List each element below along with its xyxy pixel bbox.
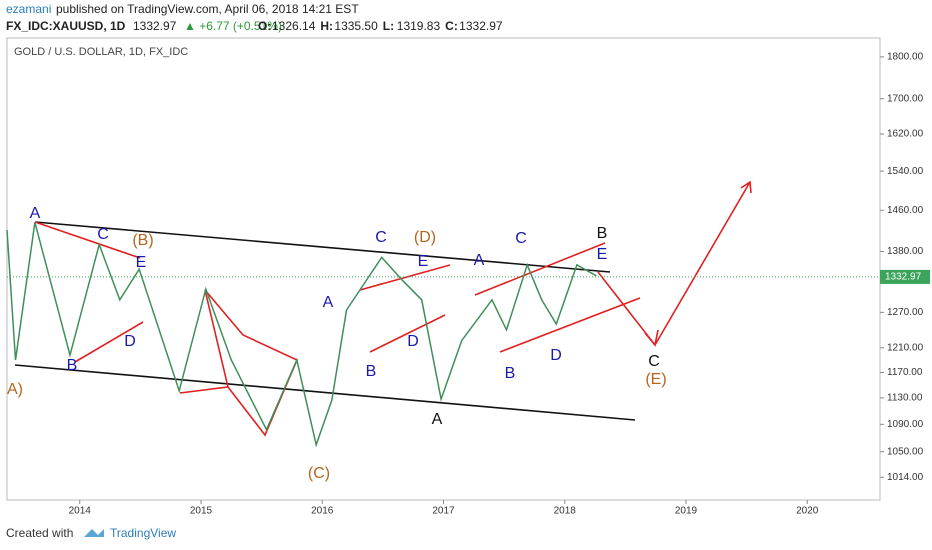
arrow-head (740, 180, 752, 194)
y-tick-label: 1014.00 (887, 472, 924, 483)
wave-label: (D) (414, 229, 436, 246)
last-price-label: 1332.97 (885, 272, 922, 283)
y-tick-label: 1380.00 (887, 246, 924, 257)
wave-label: A (323, 294, 334, 311)
brand-logo (84, 529, 104, 537)
change: ▲ +6.77 (+0.51%) (184, 19, 282, 33)
wave-line (359, 264, 451, 291)
y-tick-label: 1460.00 (887, 205, 924, 216)
price-line (6, 222, 597, 448)
ohlc-value: 1326.14 (272, 19, 316, 33)
wave-label: A (432, 411, 443, 428)
wave-label: (B) (132, 232, 153, 249)
y-tick-label: 1540.00 (887, 166, 924, 177)
drawings (14, 180, 752, 437)
ohlc-label: O: (258, 19, 271, 33)
y-tick-label: 1130.00 (887, 393, 923, 404)
ohlc-value: 1319.83 (397, 19, 441, 33)
x-tick-label: 2016 (311, 506, 334, 517)
footer-created: Created with (6, 526, 73, 540)
y-tick-label: 1700.00 (887, 93, 924, 104)
chart-title: GOLD / U.S. DOLLAR, 1D, FX_IDC (14, 46, 188, 58)
y-tick-label: 1210.00 (887, 342, 924, 353)
wave-label: B (597, 225, 608, 242)
channel-line (34, 221, 611, 273)
wave-line (369, 314, 446, 353)
channel-line (14, 364, 636, 421)
x-tick-label: 2014 (69, 506, 92, 517)
wave-label: C (648, 353, 660, 370)
published: published on TradingView.com, April 06, … (56, 2, 359, 16)
y-tick-label: 1620.00 (887, 129, 924, 140)
ohlc-label: H: (320, 19, 333, 33)
y-tick-label: 1170.00 (887, 367, 923, 378)
wave-label: E (597, 246, 608, 263)
wave-label: E (136, 254, 147, 271)
y-tick-label: 1090.00 (887, 419, 924, 430)
ohlc-label: C: (445, 19, 458, 33)
last-price-tag (880, 269, 930, 284)
ohlc: O: 1326.14 H: 1335.50 L: 1319.83 C: 1332.97 (258, 19, 503, 33)
wave-label: B (67, 357, 78, 374)
y-tick-label: 1050.00 (887, 446, 924, 457)
wave-label: C (515, 230, 527, 247)
wave-label: D (550, 347, 562, 364)
author[interactable]: ezamani (6, 2, 51, 16)
ohlc-label: L: (383, 19, 394, 33)
wave-line (34, 221, 141, 259)
wave-label: B (366, 363, 377, 380)
wave-label: B (505, 365, 516, 382)
wave-label: D (407, 333, 419, 350)
wave-label: (C) (308, 465, 330, 482)
wave-label: C (97, 226, 109, 243)
wave-label: C (375, 229, 387, 246)
last: 1332.97 (133, 19, 177, 33)
wave-line (499, 297, 641, 353)
wave-label: A (474, 252, 485, 269)
x-tick-label: 2020 (796, 506, 819, 517)
ohlc-value: 1332.97 (459, 19, 503, 33)
wave-label: E (418, 253, 429, 270)
x-tick-label: 2017 (432, 506, 455, 517)
y-tick-label: 1800.00 (887, 52, 924, 63)
wave-label: A) (7, 381, 23, 398)
wave-label: A (30, 205, 41, 222)
wave-label: D (124, 333, 136, 350)
arrow-head (644, 329, 659, 347)
x-tick-label: 2019 (675, 506, 698, 517)
symbol: FX_IDC:XAUUSD, 1D (6, 19, 126, 33)
wave-label: (E) (645, 371, 666, 388)
x-tick-label: 2015 (190, 506, 213, 517)
ohlc-value: 1335.50 (334, 19, 378, 33)
wave-line (474, 242, 606, 296)
footer-brand[interactable]: TradingView (110, 526, 176, 540)
wave-line (74, 321, 144, 363)
x-tick-label: 2018 (554, 506, 577, 517)
y-tick-label: 1270.00 (887, 307, 924, 318)
